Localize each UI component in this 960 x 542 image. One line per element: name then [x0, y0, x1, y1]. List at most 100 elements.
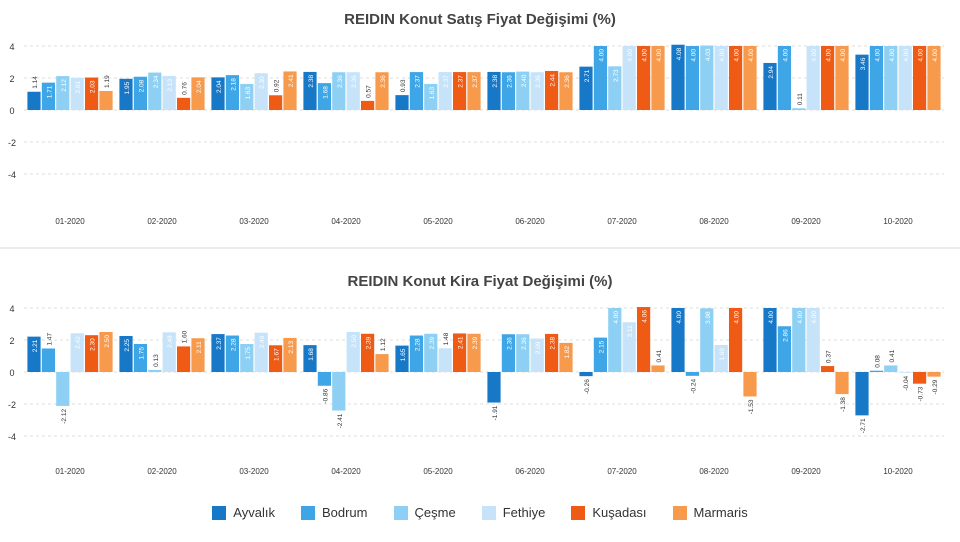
- bar-fethiye-07-2020[interactable]: [622, 322, 636, 372]
- bar-bodrum-01-2020[interactable]: [41, 348, 55, 372]
- bar-fethiye-02-2020[interactable]: [162, 75, 176, 110]
- bar-marmaris-05-2020[interactable]: [467, 72, 481, 110]
- bar-cesme-03-2020[interactable]: [240, 83, 254, 110]
- bar-cesme-08-2020[interactable]: [700, 308, 714, 372]
- bar-kusadasi-02-2020[interactable]: [177, 346, 191, 372]
- bar-ayvalik-04-2020[interactable]: [303, 71, 317, 110]
- bar-kusadasi-02-2020[interactable]: [177, 97, 191, 110]
- bar-kusadasi-07-2020[interactable]: [637, 307, 651, 372]
- bar-marmaris-08-2020[interactable]: [743, 372, 757, 397]
- bar-kusadasi-06-2020[interactable]: [545, 70, 559, 110]
- bar-cesme-01-2020[interactable]: [56, 76, 70, 110]
- bar-bodrum-09-2020[interactable]: [777, 46, 791, 110]
- bar-ayvalik-10-2020[interactable]: [855, 54, 869, 110]
- bar-cesme-09-2020[interactable]: [792, 108, 806, 110]
- bar-ayvalik-08-2020[interactable]: [671, 308, 685, 372]
- bar-kusadasi-06-2020[interactable]: [545, 333, 559, 372]
- bar-fethiye-04-2020[interactable]: [346, 332, 360, 372]
- bar-kusadasi-04-2020[interactable]: [361, 333, 375, 372]
- bar-marmaris-04-2020[interactable]: [375, 354, 389, 372]
- bar-kusadasi-01-2020[interactable]: [85, 335, 99, 372]
- bar-fethiye-01-2020[interactable]: [70, 77, 84, 110]
- bar-ayvalik-07-2020[interactable]: [579, 66, 593, 110]
- bar-bodrum-06-2020[interactable]: [501, 72, 515, 110]
- bar-fethiye-04-2020[interactable]: [346, 72, 360, 110]
- bar-marmaris-03-2020[interactable]: [283, 337, 297, 372]
- bar-marmaris-01-2020[interactable]: [99, 332, 113, 372]
- bar-kusadasi-08-2020[interactable]: [729, 46, 743, 110]
- bar-ayvalik-08-2020[interactable]: [671, 44, 685, 110]
- bar-kusadasi-05-2020[interactable]: [453, 333, 467, 372]
- bar-bodrum-06-2020[interactable]: [501, 334, 515, 372]
- bar-fethiye-08-2020[interactable]: [714, 344, 728, 372]
- bar-bodrum-05-2020[interactable]: [409, 335, 423, 372]
- bar-kusadasi-07-2020[interactable]: [637, 46, 651, 110]
- bar-ayvalik-01-2020[interactable]: [27, 91, 41, 110]
- bar-cesme-07-2020[interactable]: [608, 308, 622, 372]
- bar-ayvalik-05-2020[interactable]: [395, 95, 409, 110]
- bar-kusadasi-03-2020[interactable]: [269, 345, 283, 372]
- bar-bodrum-01-2020[interactable]: [41, 82, 55, 110]
- bar-bodrum-04-2020[interactable]: [317, 372, 331, 386]
- bar-cesme-10-2020[interactable]: [884, 365, 898, 372]
- bar-kusadasi-09-2020[interactable]: [821, 366, 835, 372]
- bar-ayvalik-02-2020[interactable]: [119, 78, 133, 110]
- bar-cesme-01-2020[interactable]: [56, 372, 70, 406]
- bar-ayvalik-05-2020[interactable]: [395, 345, 409, 372]
- bar-fethiye-10-2020[interactable]: [898, 372, 912, 373]
- bar-ayvalik-09-2020[interactable]: [763, 62, 777, 110]
- bar-cesme-05-2020[interactable]: [424, 83, 438, 110]
- bar-marmaris-03-2020[interactable]: [283, 71, 297, 110]
- bar-bodrum-07-2020[interactable]: [593, 46, 607, 110]
- bar-ayvalik-03-2020[interactable]: [211, 334, 225, 372]
- bar-ayvalik-03-2020[interactable]: [211, 77, 225, 110]
- legend-item-bodrum[interactable]: Bodrum: [300, 505, 368, 520]
- legend-item-kusadasi[interactable]: Kuşadası: [571, 505, 647, 520]
- bar-fethiye-05-2020[interactable]: [438, 348, 452, 372]
- bar-fethiye-02-2020[interactable]: [162, 332, 176, 372]
- bar-cesme-05-2020[interactable]: [424, 333, 438, 372]
- bar-cesme-02-2020[interactable]: [148, 72, 162, 110]
- bar-kusadasi-01-2020[interactable]: [85, 77, 99, 110]
- bar-fethiye-09-2020[interactable]: [806, 46, 820, 110]
- bar-marmaris-08-2020[interactable]: [743, 46, 757, 110]
- bar-fethiye-06-2020[interactable]: [530, 72, 544, 110]
- bar-cesme-04-2020[interactable]: [332, 372, 346, 411]
- bar-fethiye-07-2020[interactable]: [622, 46, 636, 110]
- bar-cesme-06-2020[interactable]: [516, 334, 530, 372]
- bar-ayvalik-06-2020[interactable]: [487, 71, 501, 110]
- bar-ayvalik-06-2020[interactable]: [487, 372, 501, 403]
- bar-cesme-06-2020[interactable]: [516, 71, 530, 110]
- bar-kusadasi-08-2020[interactable]: [729, 308, 743, 372]
- bar-marmaris-01-2020[interactable]: [99, 90, 113, 110]
- bar-kusadasi-03-2020[interactable]: [269, 95, 283, 110]
- bar-kusadasi-10-2020[interactable]: [913, 372, 927, 384]
- bar-bodrum-02-2020[interactable]: [133, 76, 147, 110]
- bar-fethiye-09-2020[interactable]: [806, 308, 820, 372]
- bar-ayvalik-10-2020[interactable]: [855, 372, 869, 416]
- bar-fethiye-10-2020[interactable]: [898, 46, 912, 110]
- bar-ayvalik-01-2020[interactable]: [27, 336, 41, 372]
- bar-marmaris-09-2020[interactable]: [835, 372, 849, 395]
- bar-bodrum-03-2020[interactable]: [225, 75, 239, 110]
- bar-marmaris-06-2020[interactable]: [559, 342, 573, 372]
- bar-fethiye-06-2020[interactable]: [530, 338, 544, 372]
- bar-cesme-09-2020[interactable]: [792, 308, 806, 372]
- bar-marmaris-10-2020[interactable]: [927, 46, 941, 110]
- bar-fethiye-01-2020[interactable]: [70, 333, 84, 372]
- bar-bodrum-10-2020[interactable]: [869, 46, 883, 110]
- legend-item-marmaris[interactable]: Marmaris: [672, 505, 748, 520]
- bar-fethiye-03-2020[interactable]: [254, 73, 268, 110]
- bar-marmaris-07-2020[interactable]: [651, 365, 665, 372]
- bar-fethiye-05-2020[interactable]: [438, 72, 452, 110]
- bar-cesme-02-2020[interactable]: [148, 369, 162, 372]
- bar-ayvalik-09-2020[interactable]: [763, 308, 777, 372]
- legend-item-fethiye[interactable]: Fethiye: [481, 505, 545, 520]
- bar-ayvalik-02-2020[interactable]: [119, 336, 133, 372]
- bar-cesme-04-2020[interactable]: [332, 72, 346, 110]
- legend-item-ayvalik[interactable]: Ayvalık: [212, 505, 275, 520]
- bar-bodrum-07-2020[interactable]: [593, 337, 607, 372]
- bar-marmaris-07-2020[interactable]: [651, 46, 665, 110]
- bar-bodrum-08-2020[interactable]: [685, 372, 699, 376]
- bar-cesme-10-2020[interactable]: [884, 46, 898, 110]
